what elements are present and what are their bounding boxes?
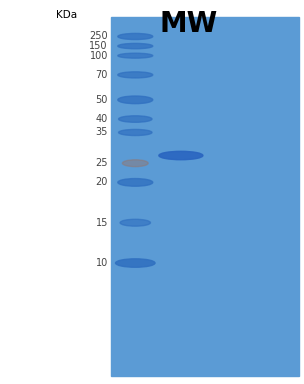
Ellipse shape: [116, 259, 155, 267]
Text: 150: 150: [89, 41, 108, 51]
Text: 35: 35: [95, 127, 108, 137]
Ellipse shape: [119, 116, 152, 122]
Ellipse shape: [118, 96, 153, 104]
Text: 100: 100: [90, 51, 108, 61]
Text: 25: 25: [95, 158, 108, 168]
Ellipse shape: [119, 129, 152, 136]
Text: 40: 40: [96, 114, 108, 124]
Text: 20: 20: [95, 177, 108, 187]
Text: KDa: KDa: [56, 10, 78, 20]
Text: 70: 70: [95, 70, 108, 80]
Text: 50: 50: [95, 95, 108, 105]
Text: 10: 10: [96, 258, 108, 268]
Ellipse shape: [118, 33, 153, 40]
Ellipse shape: [120, 219, 150, 226]
Ellipse shape: [159, 151, 203, 160]
Ellipse shape: [122, 160, 148, 167]
Ellipse shape: [118, 53, 153, 58]
Text: 250: 250: [89, 31, 108, 41]
Bar: [111, 17, 299, 376]
Ellipse shape: [118, 72, 153, 78]
Ellipse shape: [118, 179, 153, 186]
Ellipse shape: [118, 43, 153, 49]
Text: 15: 15: [95, 218, 108, 228]
Text: MW: MW: [159, 10, 218, 38]
